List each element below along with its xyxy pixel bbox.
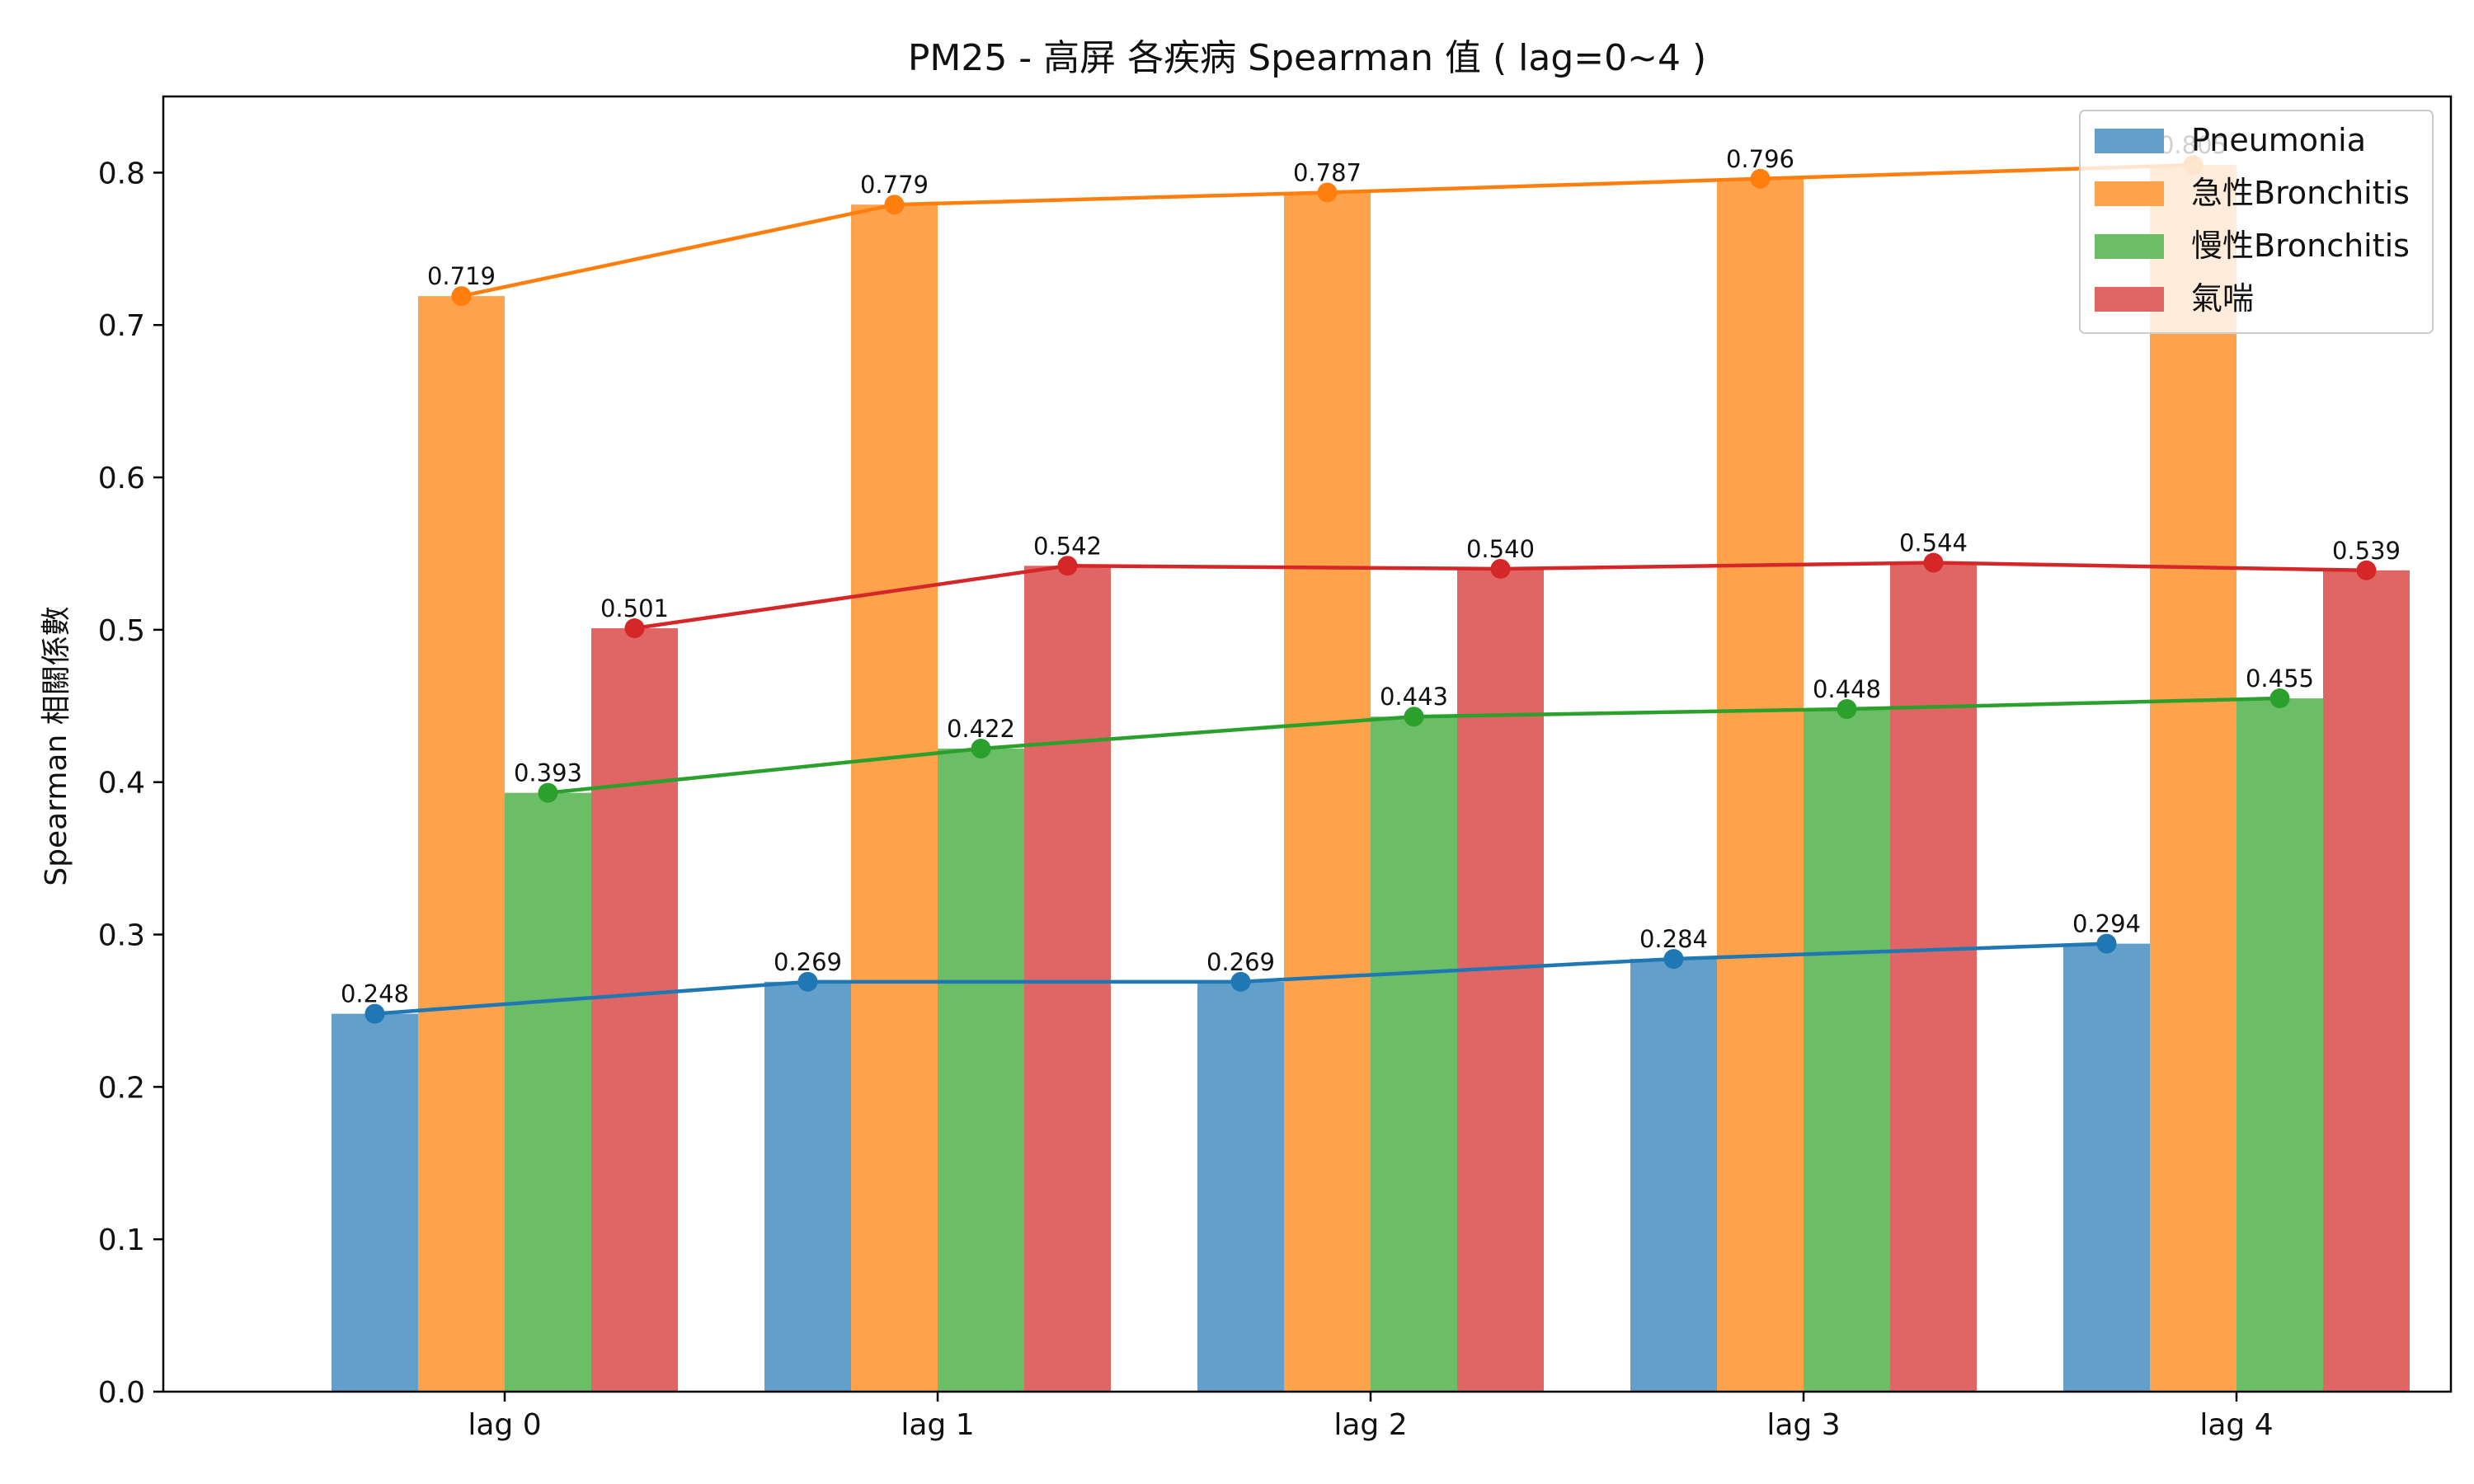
data-label-1-3: 0.796 — [1726, 145, 1794, 173]
bar-3-3 — [1890, 562, 1977, 1392]
bar-0-2 — [1197, 981, 1284, 1392]
plot-frame — [162, 95, 2453, 1393]
y-tick-label-5: 0.5 — [98, 614, 145, 648]
data-label-1-1: 0.779 — [860, 171, 929, 199]
point-2-2 — [1404, 707, 1424, 727]
bar-3-2 — [1457, 568, 1544, 1392]
data-label-3-4: 0.539 — [2332, 537, 2401, 565]
point-2-1 — [971, 739, 991, 759]
data-label-1-0: 0.719 — [427, 262, 496, 290]
legend-label-0: Pneumonia — [2191, 122, 2366, 158]
data-label-0-0: 0.248 — [341, 980, 409, 1008]
bar-2-4 — [2236, 698, 2323, 1392]
data-label-1-2: 0.787 — [1293, 158, 1362, 186]
x-tick-label-0: lag 0 — [468, 1408, 541, 1442]
point-3-1 — [1057, 556, 1078, 576]
bar-3-1 — [1024, 566, 1111, 1392]
data-label-0-1: 0.269 — [774, 948, 842, 976]
data-label-0-2: 0.269 — [1206, 948, 1275, 976]
legend-swatch-1 — [2095, 181, 2164, 206]
x-tick-label-3: lag 3 — [1766, 1408, 1840, 1442]
data-label-3-0: 0.501 — [600, 594, 669, 622]
legend-swatch-2 — [2095, 234, 2164, 259]
legend-box — [2079, 110, 2434, 334]
y-axis-title: Spearman 相關係數 — [40, 606, 73, 885]
bar-2-3 — [1804, 708, 1890, 1392]
bar-1-4 — [2150, 165, 2236, 1392]
x-tick-label-4: lag 4 — [2199, 1408, 2273, 1442]
bar-3-0 — [591, 628, 678, 1392]
point-3-4 — [2356, 560, 2377, 580]
y-tick-label-6: 0.6 — [98, 462, 145, 495]
data-label-0-3: 0.284 — [1639, 925, 1708, 953]
chart-title: PM25 - 高屏 各疾病 Spearman 值 ( lag=0~4 ) — [908, 37, 1706, 79]
bar-2-1 — [938, 749, 1024, 1392]
y-tick-label-4: 0.4 — [98, 767, 145, 801]
data-label-3-2: 0.540 — [1466, 535, 1535, 563]
bar-2-2 — [1371, 716, 1457, 1392]
legend: Pneumonia 急性Bronchitis 慢性Bronchitis 氣喘 — [2079, 110, 2434, 334]
point-0-0 — [365, 1003, 385, 1024]
point-3-0 — [624, 618, 645, 639]
legend-label-1: 急性Bronchitis — [2191, 175, 2410, 211]
point-0-3 — [1663, 949, 1684, 970]
y-tick-label-7: 0.7 — [98, 309, 145, 343]
point-1-2 — [1317, 182, 1338, 203]
lines-layer — [365, 155, 2377, 1024]
bar-0-1 — [764, 981, 851, 1392]
point-3-2 — [1490, 558, 1511, 579]
y-tick-label-3: 0.3 — [98, 919, 145, 953]
bar-0-0 — [332, 1013, 418, 1392]
legend-swatch-0 — [2095, 129, 2164, 153]
legend-label-2: 慢性Bronchitis — [2191, 228, 2410, 264]
data-label-2-1: 0.422 — [947, 715, 1015, 743]
bar-1-2 — [1284, 192, 1371, 1392]
data-label-2-2: 0.443 — [1380, 683, 1448, 711]
bar-3-4 — [2323, 570, 2410, 1392]
data-label-3-3: 0.544 — [1899, 529, 1968, 557]
y-tick-label-2: 0.2 — [98, 1071, 145, 1105]
y-tick-label-8: 0.8 — [98, 157, 145, 190]
x-tick-label-1: lag 1 — [901, 1408, 974, 1442]
point-0-4 — [2096, 933, 2117, 954]
bars-layer — [332, 165, 2410, 1392]
y-tick-label-1: 0.1 — [98, 1223, 145, 1257]
point-1-1 — [884, 195, 905, 215]
bar-1-0 — [418, 296, 505, 1392]
point-1-3 — [1750, 168, 1771, 189]
data-label-2-3: 0.448 — [1813, 675, 1881, 703]
y-tick-label-0: 0.0 — [98, 1376, 145, 1410]
axes-layer: 0.0 0.1 0.2 0.3 0.4 0.5 0.6 0.7 0.8 lag 0 lag 1 lag… — [98, 95, 2453, 1442]
legend-swatch-3 — [2095, 287, 2164, 312]
legend-label-3: 氣喘 — [2191, 280, 2254, 317]
data-label-0-4: 0.294 — [2072, 910, 2141, 938]
point-2-3 — [1837, 698, 1857, 719]
point-3-3 — [1923, 552, 1944, 573]
data-label-3-1: 0.542 — [1033, 532, 1102, 560]
bar-0-3 — [1630, 959, 1717, 1392]
point-0-2 — [1230, 971, 1251, 992]
point-0-1 — [797, 971, 818, 992]
point-1-0 — [451, 286, 472, 307]
bar-0-4 — [2063, 943, 2150, 1392]
bar-1-1 — [851, 204, 938, 1392]
point-2-0 — [538, 782, 558, 803]
x-tick-label-2: lag 2 — [1333, 1408, 1407, 1442]
data-labels-layer: 0.248 0.269 0.269 0.284 0.294 0.719 0.779 0.787… — [341, 131, 2401, 1007]
point-2-4 — [2269, 688, 2290, 709]
bar-1-3 — [1717, 178, 1804, 1392]
bar-2-0 — [505, 792, 591, 1392]
data-label-2-4: 0.455 — [2246, 665, 2314, 693]
data-label-2-0: 0.393 — [514, 759, 582, 787]
